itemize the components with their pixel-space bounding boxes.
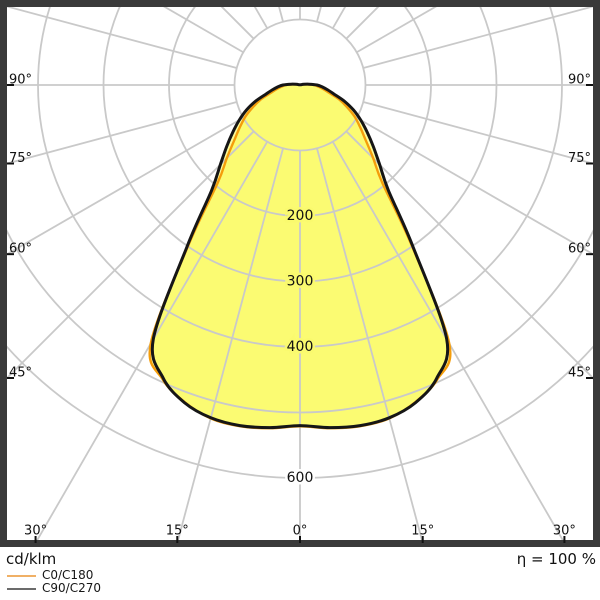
- angle-label: 15°: [166, 524, 189, 539]
- grid-ray: [163, 7, 244, 54]
- grid-ray: [7, 116, 244, 256]
- efficiency-label: η = 100 %: [516, 550, 596, 568]
- plot-frame: [0, 0, 600, 547]
- grid-ray: [7, 101, 237, 165]
- curve-c90-c270: [150, 82, 450, 430]
- grid-ray: [363, 101, 593, 165]
- polar-chart: 0° 15° 15° 30° 30° 45° 45° 60° 60° 75° 75° 90° 90° 20…: [0, 0, 600, 547]
- legend-item-label: C0/C180: [42, 568, 94, 582]
- ring-value-label: 400: [287, 339, 314, 355]
- angle-label: 30°: [553, 524, 576, 539]
- angle-label: 15°: [411, 524, 434, 539]
- angle-label: 60°: [568, 242, 591, 257]
- grid-ray: [176, 148, 284, 543]
- angle-label: 75°: [568, 151, 591, 166]
- grid-ray: [363, 7, 593, 69]
- angle-label: 75°: [9, 151, 32, 166]
- legend-item: C90/C270: [0, 582, 320, 595]
- angle-label: 60°: [9, 242, 32, 257]
- angle-label: 45°: [9, 366, 32, 381]
- angle-label: 0°: [293, 524, 308, 539]
- grid-ray: [356, 116, 593, 256]
- angle-label: 45°: [568, 366, 591, 381]
- angle-label: 90°: [9, 73, 32, 88]
- ring-value-label: 200: [287, 208, 314, 224]
- legend-line-c90-icon: [7, 588, 36, 590]
- legend-line-c0-icon: [7, 575, 36, 577]
- unit-label: cd/klm: [6, 550, 57, 568]
- angle-label: 30°: [24, 524, 47, 539]
- grid-ray: [7, 7, 237, 69]
- legend: C0/C180 C90/C270: [0, 569, 320, 595]
- ring-value-label: 300: [287, 274, 314, 290]
- legend-item-label: C90/C270: [42, 581, 101, 595]
- grid-ray: [34, 141, 269, 543]
- grid-ray: [316, 148, 424, 543]
- grid-ray: [7, 130, 255, 380]
- grid-ray: [345, 130, 593, 380]
- angle-label: 90°: [568, 73, 591, 88]
- plot-area: [7, 7, 593, 543]
- grid-ray: [331, 141, 566, 543]
- grid-ray: [356, 7, 437, 54]
- ring-value-label: 600: [287, 470, 314, 486]
- legend-item: C0/C180: [0, 569, 320, 582]
